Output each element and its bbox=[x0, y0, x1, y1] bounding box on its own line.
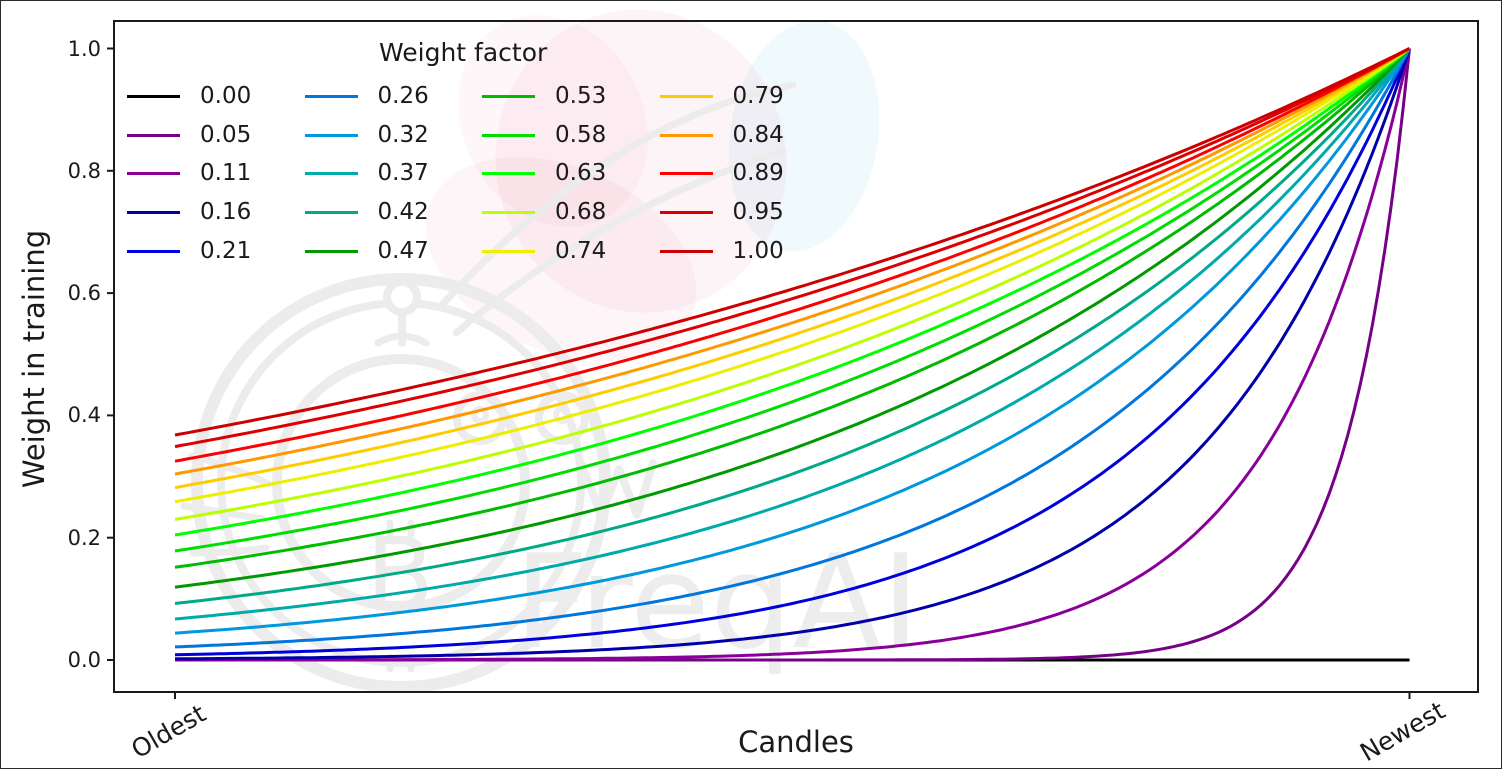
curve-lines bbox=[174, 47, 1411, 662]
legend-label: 0.16 bbox=[200, 199, 252, 226]
legend-label: 0.95 bbox=[732, 199, 784, 226]
y-tick-label: 0.0 bbox=[67, 648, 101, 672]
legend-entry: 0.37 bbox=[304, 155, 483, 194]
legend-label: 0.53 bbox=[555, 82, 607, 109]
legend-entry: 0.21 bbox=[127, 232, 305, 271]
legend-entry: 0.58 bbox=[482, 116, 660, 155]
x-axis-label: Candles bbox=[738, 725, 854, 759]
legend-entry: 0.95 bbox=[659, 193, 838, 232]
legend-entry: 0.89 bbox=[659, 155, 838, 194]
series-line-0.16 bbox=[175, 48, 1411, 661]
legend-swatch bbox=[482, 211, 535, 215]
legend-label: 0.21 bbox=[200, 237, 252, 264]
legend-entry: 0.16 bbox=[127, 193, 305, 232]
legend-entry: 0.42 bbox=[304, 193, 483, 232]
y-tick-label: 0.6 bbox=[67, 281, 101, 306]
legend-swatch bbox=[127, 211, 180, 215]
legend: 0.00 0.05 0.11 0.16 0.21 0.26 0.32 0.37 0.42 0.47… bbox=[127, 77, 837, 271]
legend-label: 0.37 bbox=[377, 160, 429, 187]
series-line-0.21 bbox=[174, 47, 1411, 657]
legend-swatch bbox=[659, 133, 713, 137]
legend-entry: 0.11 bbox=[127, 155, 305, 194]
series-line-0.47 bbox=[174, 47, 1411, 589]
legend-label: 0.68 bbox=[555, 199, 607, 226]
legend-swatch bbox=[127, 172, 180, 176]
series-line-0.89 bbox=[174, 47, 1411, 463]
legend-swatch bbox=[304, 94, 358, 98]
legend-swatch bbox=[304, 211, 358, 215]
legend-label: 0.32 bbox=[377, 121, 429, 148]
legend-entry: 1.00 bbox=[659, 232, 838, 271]
legend-label: 0.63 bbox=[555, 160, 607, 187]
legend-swatch bbox=[127, 133, 180, 137]
legend-label: 0.26 bbox=[377, 82, 429, 109]
y-tick-label: 1.0 bbox=[67, 36, 101, 61]
legend-swatch bbox=[304, 133, 358, 137]
legend-swatch bbox=[659, 249, 713, 253]
legend-label: 0.00 bbox=[200, 82, 252, 109]
legend-swatch bbox=[482, 249, 535, 253]
legend-entry: 0.05 bbox=[127, 116, 305, 155]
legend-swatch bbox=[304, 249, 358, 253]
series-line-0.63 bbox=[174, 47, 1411, 537]
legend-label: 0.58 bbox=[555, 121, 607, 148]
series-line-0.11 bbox=[175, 48, 1411, 662]
legend-swatch bbox=[482, 94, 535, 98]
series-line-0.84 bbox=[174, 47, 1411, 476]
legend-entry: 0.00 bbox=[127, 77, 305, 116]
legend-entry: 0.79 bbox=[659, 77, 838, 116]
legend-entry: 0.53 bbox=[482, 77, 660, 116]
series-line-0.79 bbox=[174, 47, 1411, 490]
legend-swatch bbox=[304, 172, 358, 176]
legend-swatch bbox=[482, 172, 535, 176]
series-line-0.53 bbox=[174, 47, 1411, 569]
legend-label: 0.47 bbox=[377, 237, 429, 264]
legend-label: 0.11 bbox=[200, 160, 252, 187]
freqtrade-bot-logo-watermark: B bbox=[180, 81, 797, 693]
series-line-1.00 bbox=[174, 47, 1411, 437]
legend-title: Weight factor bbox=[379, 38, 548, 67]
legend-swatch bbox=[659, 211, 713, 215]
legend-swatch bbox=[659, 94, 713, 98]
legend-entry: 0.47 bbox=[304, 232, 483, 271]
series-line-0.74 bbox=[174, 47, 1411, 504]
legend-entry: 0.68 bbox=[482, 193, 660, 232]
legend-label: 0.05 bbox=[200, 121, 252, 148]
legend-entry: 0.84 bbox=[659, 116, 838, 155]
legend-swatch bbox=[127, 94, 180, 98]
series-line-0.95 bbox=[174, 47, 1411, 449]
tick-marks bbox=[107, 47, 1411, 699]
legend-label: 0.89 bbox=[732, 160, 784, 187]
legend-label: 0.74 bbox=[555, 237, 607, 264]
series-line-0.32 bbox=[174, 47, 1411, 635]
y-tick-label: 0.2 bbox=[67, 525, 101, 550]
y-tick-label: 0.4 bbox=[67, 403, 101, 428]
y-axis-label: Weight in training bbox=[17, 229, 51, 489]
legend-label: 0.42 bbox=[377, 199, 429, 226]
series-line-0.58 bbox=[174, 47, 1411, 553]
legend-entry: 0.32 bbox=[304, 116, 483, 155]
series-line-0.42 bbox=[174, 47, 1411, 605]
y-tick-label: 0.8 bbox=[67, 158, 101, 183]
legend-label: 0.84 bbox=[732, 121, 784, 148]
legend-label: 0.79 bbox=[732, 82, 784, 109]
legend-swatch bbox=[659, 172, 713, 176]
series-line-0.26 bbox=[174, 47, 1411, 649]
legend-swatch bbox=[482, 133, 535, 137]
series-line-0.37 bbox=[174, 47, 1411, 621]
legend-entry: 0.26 bbox=[304, 77, 483, 116]
legend-entry: 0.63 bbox=[482, 155, 660, 194]
axes-frame bbox=[113, 20, 1479, 693]
legend-swatch bbox=[127, 249, 180, 253]
legend-entry: 0.74 bbox=[482, 232, 660, 271]
series-line-0.68 bbox=[174, 47, 1411, 521]
legend-label: 1.00 bbox=[732, 237, 784, 264]
